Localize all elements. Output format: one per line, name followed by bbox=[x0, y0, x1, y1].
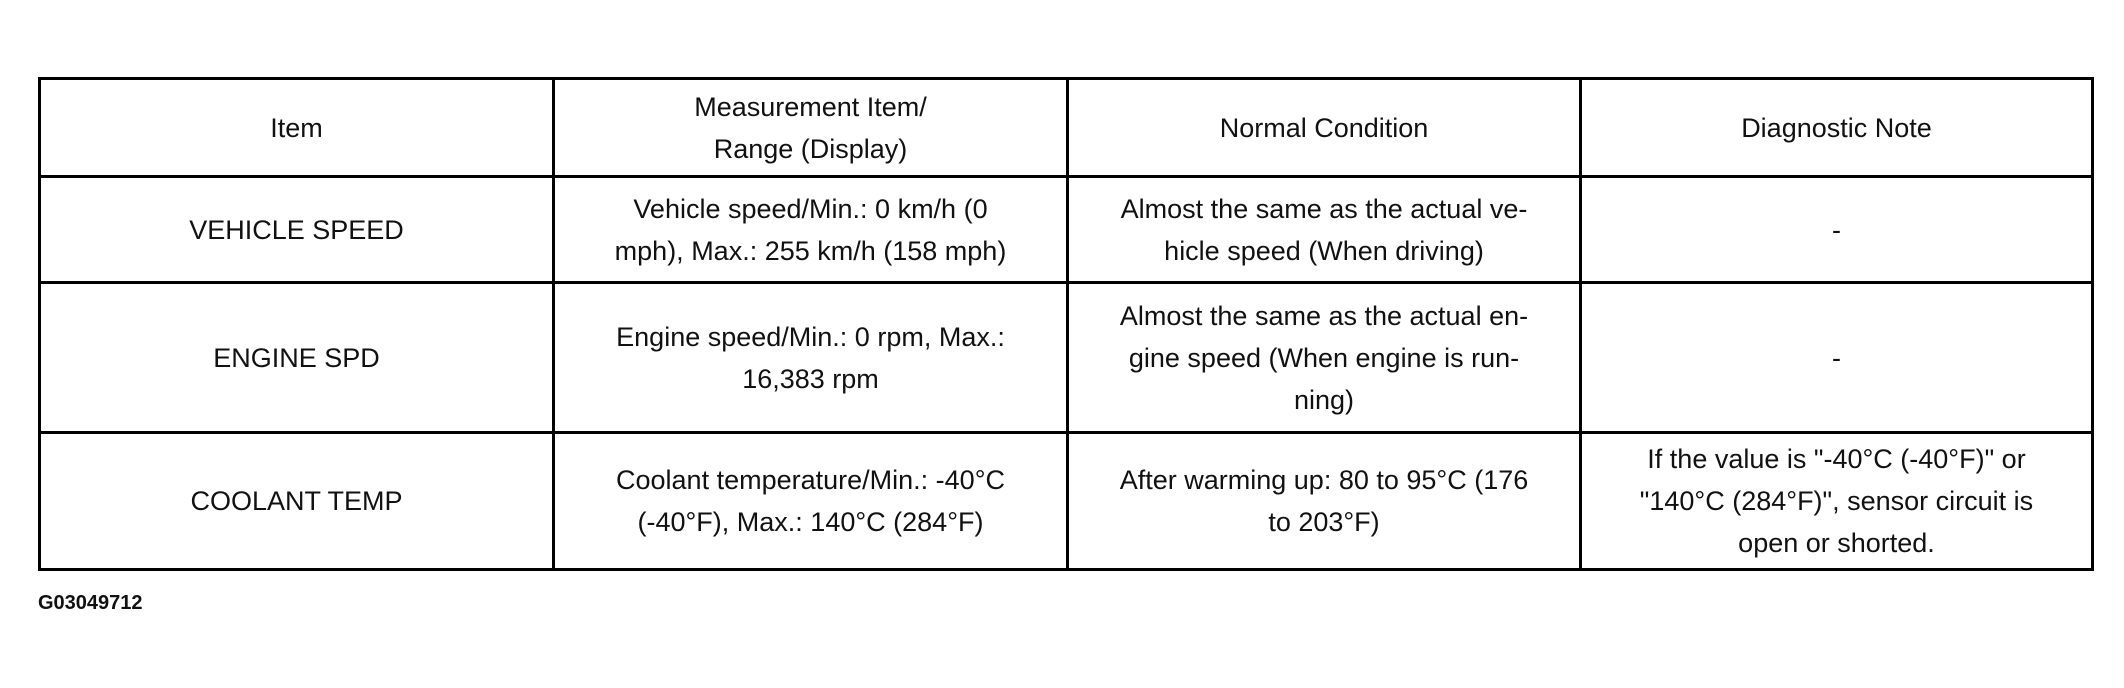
cell-text: - bbox=[1832, 342, 1841, 373]
header-row: Item Measurement Item/Range (Display) Norm… bbox=[38, 77, 2094, 178]
cell-text: Measurement Item/ bbox=[694, 91, 927, 122]
cell-text: Almost the same as the actual en- bbox=[1119, 300, 1529, 331]
cell-text: open or shorted. bbox=[1738, 528, 1935, 558]
cell-text: Vehicle speed/Min.: 0 km/h (0 bbox=[633, 193, 988, 224]
cell: Almost the same as the actual en-gine sp… bbox=[1066, 281, 1582, 434]
cell-text: (-40°F), Max.: 140°C (284°F) bbox=[637, 507, 984, 537]
figure-id: G03049712 bbox=[38, 592, 143, 614]
cell: Almost the same as the actual ve-hicle s… bbox=[1066, 175, 1582, 284]
table-row: VEHICLE SPEED Vehicle speed/Min.: 0 km/h … bbox=[38, 175, 2094, 284]
cell-text: Coolant temperature/Min.: -40°C bbox=[616, 465, 1005, 495]
data-table: Item Measurement Item/Range (Display) Norm… bbox=[38, 77, 2094, 571]
table-row: COOLANT TEMP Coolant temperature/Min.: -4… bbox=[38, 431, 2094, 571]
cell: COOLANT TEMP bbox=[38, 431, 555, 571]
cell: Item bbox=[38, 77, 555, 178]
cell-text: Engine speed/Min.: 0 rpm, Max.: bbox=[616, 321, 1005, 352]
cell-text: Normal Condition bbox=[1219, 112, 1429, 143]
cell: If the value is "-40°C (-40°F)" or "140°C… bbox=[1579, 431, 2094, 571]
cell-text: hicle speed (When driving) bbox=[1164, 235, 1484, 266]
cell-text: VEHICLE SPEED bbox=[189, 214, 404, 245]
cell: ENGINE SPD bbox=[38, 281, 555, 434]
cell-text: ning) bbox=[1293, 384, 1355, 415]
cell: Diagnostic Note bbox=[1579, 77, 2094, 178]
cell: - bbox=[1579, 281, 2094, 434]
cell-text: Range (Display) bbox=[713, 133, 908, 164]
cell: Measurement Item/Range (Display) bbox=[552, 77, 1069, 178]
cell-text: - bbox=[1832, 214, 1841, 245]
cell-text: "140°C (284°F)", sensor circuit is bbox=[1639, 486, 2034, 516]
cell-text: 16,383 rpm bbox=[742, 363, 879, 394]
cell-text: After warming up: 80 to 95°C (176 bbox=[1119, 465, 1529, 495]
table-row: ENGINE SPD Engine speed/Min.: 0 rpm, Max.… bbox=[38, 281, 2094, 434]
cell: Coolant temperature/Min.: -40°C (-40°F), … bbox=[552, 431, 1069, 571]
cell-text: mph), Max.: 255 km/h (158 mph) bbox=[614, 235, 1007, 266]
cell-text: ENGINE SPD bbox=[213, 342, 380, 373]
cell: - bbox=[1579, 175, 2094, 284]
cell-text: Item bbox=[270, 112, 323, 143]
cell-text: gine speed (When engine is run- bbox=[1128, 342, 1520, 373]
cell-text: COOLANT TEMP bbox=[190, 486, 403, 516]
cell-text: to 203°F) bbox=[1268, 507, 1380, 537]
cell-text: If the value is "-40°C (-40°F)" or bbox=[1647, 444, 2026, 474]
cell: After warming up: 80 to 95°C (176 to 203°… bbox=[1066, 431, 1582, 571]
cell-text: Almost the same as the actual ve- bbox=[1120, 193, 1528, 224]
cell: VEHICLE SPEED bbox=[38, 175, 555, 284]
cell: Vehicle speed/Min.: 0 km/h (0 mph), Max.:… bbox=[552, 175, 1069, 284]
cell: Normal Condition bbox=[1066, 77, 1582, 178]
cell: Engine speed/Min.: 0 rpm, Max.: 16,383 rp… bbox=[552, 281, 1069, 434]
cell-text: Diagnostic Note bbox=[1741, 112, 1932, 143]
